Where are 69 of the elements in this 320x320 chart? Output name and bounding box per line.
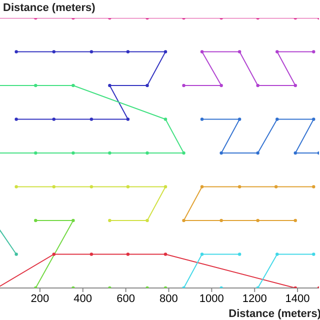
point xyxy=(256,84,260,88)
point xyxy=(108,151,112,155)
point xyxy=(294,84,297,88)
x-tick-label: 400 xyxy=(74,292,92,305)
point xyxy=(14,185,18,188)
point xyxy=(274,185,278,188)
point xyxy=(146,218,149,222)
x-tick-label: 800 xyxy=(160,292,178,305)
point xyxy=(146,84,149,88)
point xyxy=(312,185,316,188)
point xyxy=(90,185,94,188)
point xyxy=(276,50,279,54)
x-axis-title: Distance (meters) xyxy=(228,308,320,320)
point xyxy=(312,50,316,54)
point xyxy=(200,50,204,54)
point xyxy=(126,185,130,188)
point xyxy=(164,50,168,54)
point xyxy=(200,185,204,188)
point xyxy=(14,252,18,256)
point xyxy=(220,84,223,88)
point xyxy=(182,218,186,222)
point xyxy=(256,151,260,155)
point xyxy=(108,218,112,222)
x-tick-label: 1200 xyxy=(242,292,267,305)
point xyxy=(276,118,279,121)
point xyxy=(14,118,18,121)
point xyxy=(52,252,56,256)
point xyxy=(164,185,168,188)
point xyxy=(164,118,168,121)
point xyxy=(238,185,242,188)
x2-axis-title: Distance (meters) xyxy=(3,2,96,14)
x-tick-label: 1400 xyxy=(285,292,310,305)
x-tick-label: 200 xyxy=(30,292,50,305)
point xyxy=(294,151,297,155)
point xyxy=(126,50,130,54)
point xyxy=(90,118,94,121)
point xyxy=(52,185,56,188)
point xyxy=(238,118,242,121)
point xyxy=(200,252,204,256)
point xyxy=(90,252,94,256)
point xyxy=(220,218,223,222)
point xyxy=(52,50,56,54)
point xyxy=(200,118,204,121)
point xyxy=(182,151,186,155)
point xyxy=(34,218,38,222)
point xyxy=(182,84,186,88)
point xyxy=(126,118,130,121)
point xyxy=(52,118,56,121)
point xyxy=(14,50,18,54)
x-tick-label: 600 xyxy=(116,292,135,305)
point xyxy=(256,218,260,222)
point xyxy=(276,252,279,256)
point xyxy=(72,151,75,155)
point xyxy=(34,84,38,88)
point xyxy=(72,84,75,88)
point xyxy=(164,252,168,256)
point xyxy=(126,252,130,256)
point xyxy=(312,118,316,121)
point xyxy=(238,50,242,54)
point xyxy=(238,252,242,256)
point xyxy=(72,218,75,222)
x-tick-label: 1000 xyxy=(199,292,224,305)
point xyxy=(220,151,223,155)
point xyxy=(312,252,316,256)
point xyxy=(146,151,149,155)
point xyxy=(34,151,38,155)
point xyxy=(294,218,297,222)
point xyxy=(108,84,112,88)
point xyxy=(90,50,94,54)
